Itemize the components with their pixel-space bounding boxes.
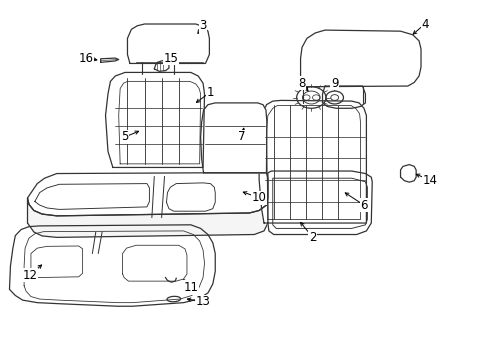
Polygon shape — [127, 24, 209, 63]
Polygon shape — [200, 103, 266, 173]
Polygon shape — [27, 198, 267, 237]
Text: 2: 2 — [308, 231, 316, 244]
Text: 9: 9 — [330, 77, 338, 90]
Polygon shape — [27, 173, 267, 216]
Text: 11: 11 — [183, 281, 198, 294]
Text: 15: 15 — [163, 51, 179, 64]
Text: 7: 7 — [238, 130, 245, 144]
Text: 16: 16 — [79, 51, 93, 64]
Text: 10: 10 — [251, 192, 266, 204]
Polygon shape — [267, 171, 371, 234]
Text: 8: 8 — [298, 77, 305, 90]
Polygon shape — [105, 72, 204, 167]
Text: 1: 1 — [206, 86, 214, 99]
Text: 4: 4 — [420, 18, 428, 31]
Text: 3: 3 — [199, 19, 206, 32]
Text: 13: 13 — [195, 296, 210, 309]
Text: 6: 6 — [360, 199, 367, 212]
Polygon shape — [259, 100, 366, 223]
Text: 14: 14 — [422, 174, 436, 186]
Polygon shape — [300, 30, 420, 87]
Polygon shape — [9, 225, 215, 306]
Text: 12: 12 — [22, 269, 38, 282]
Text: 5: 5 — [121, 130, 128, 144]
